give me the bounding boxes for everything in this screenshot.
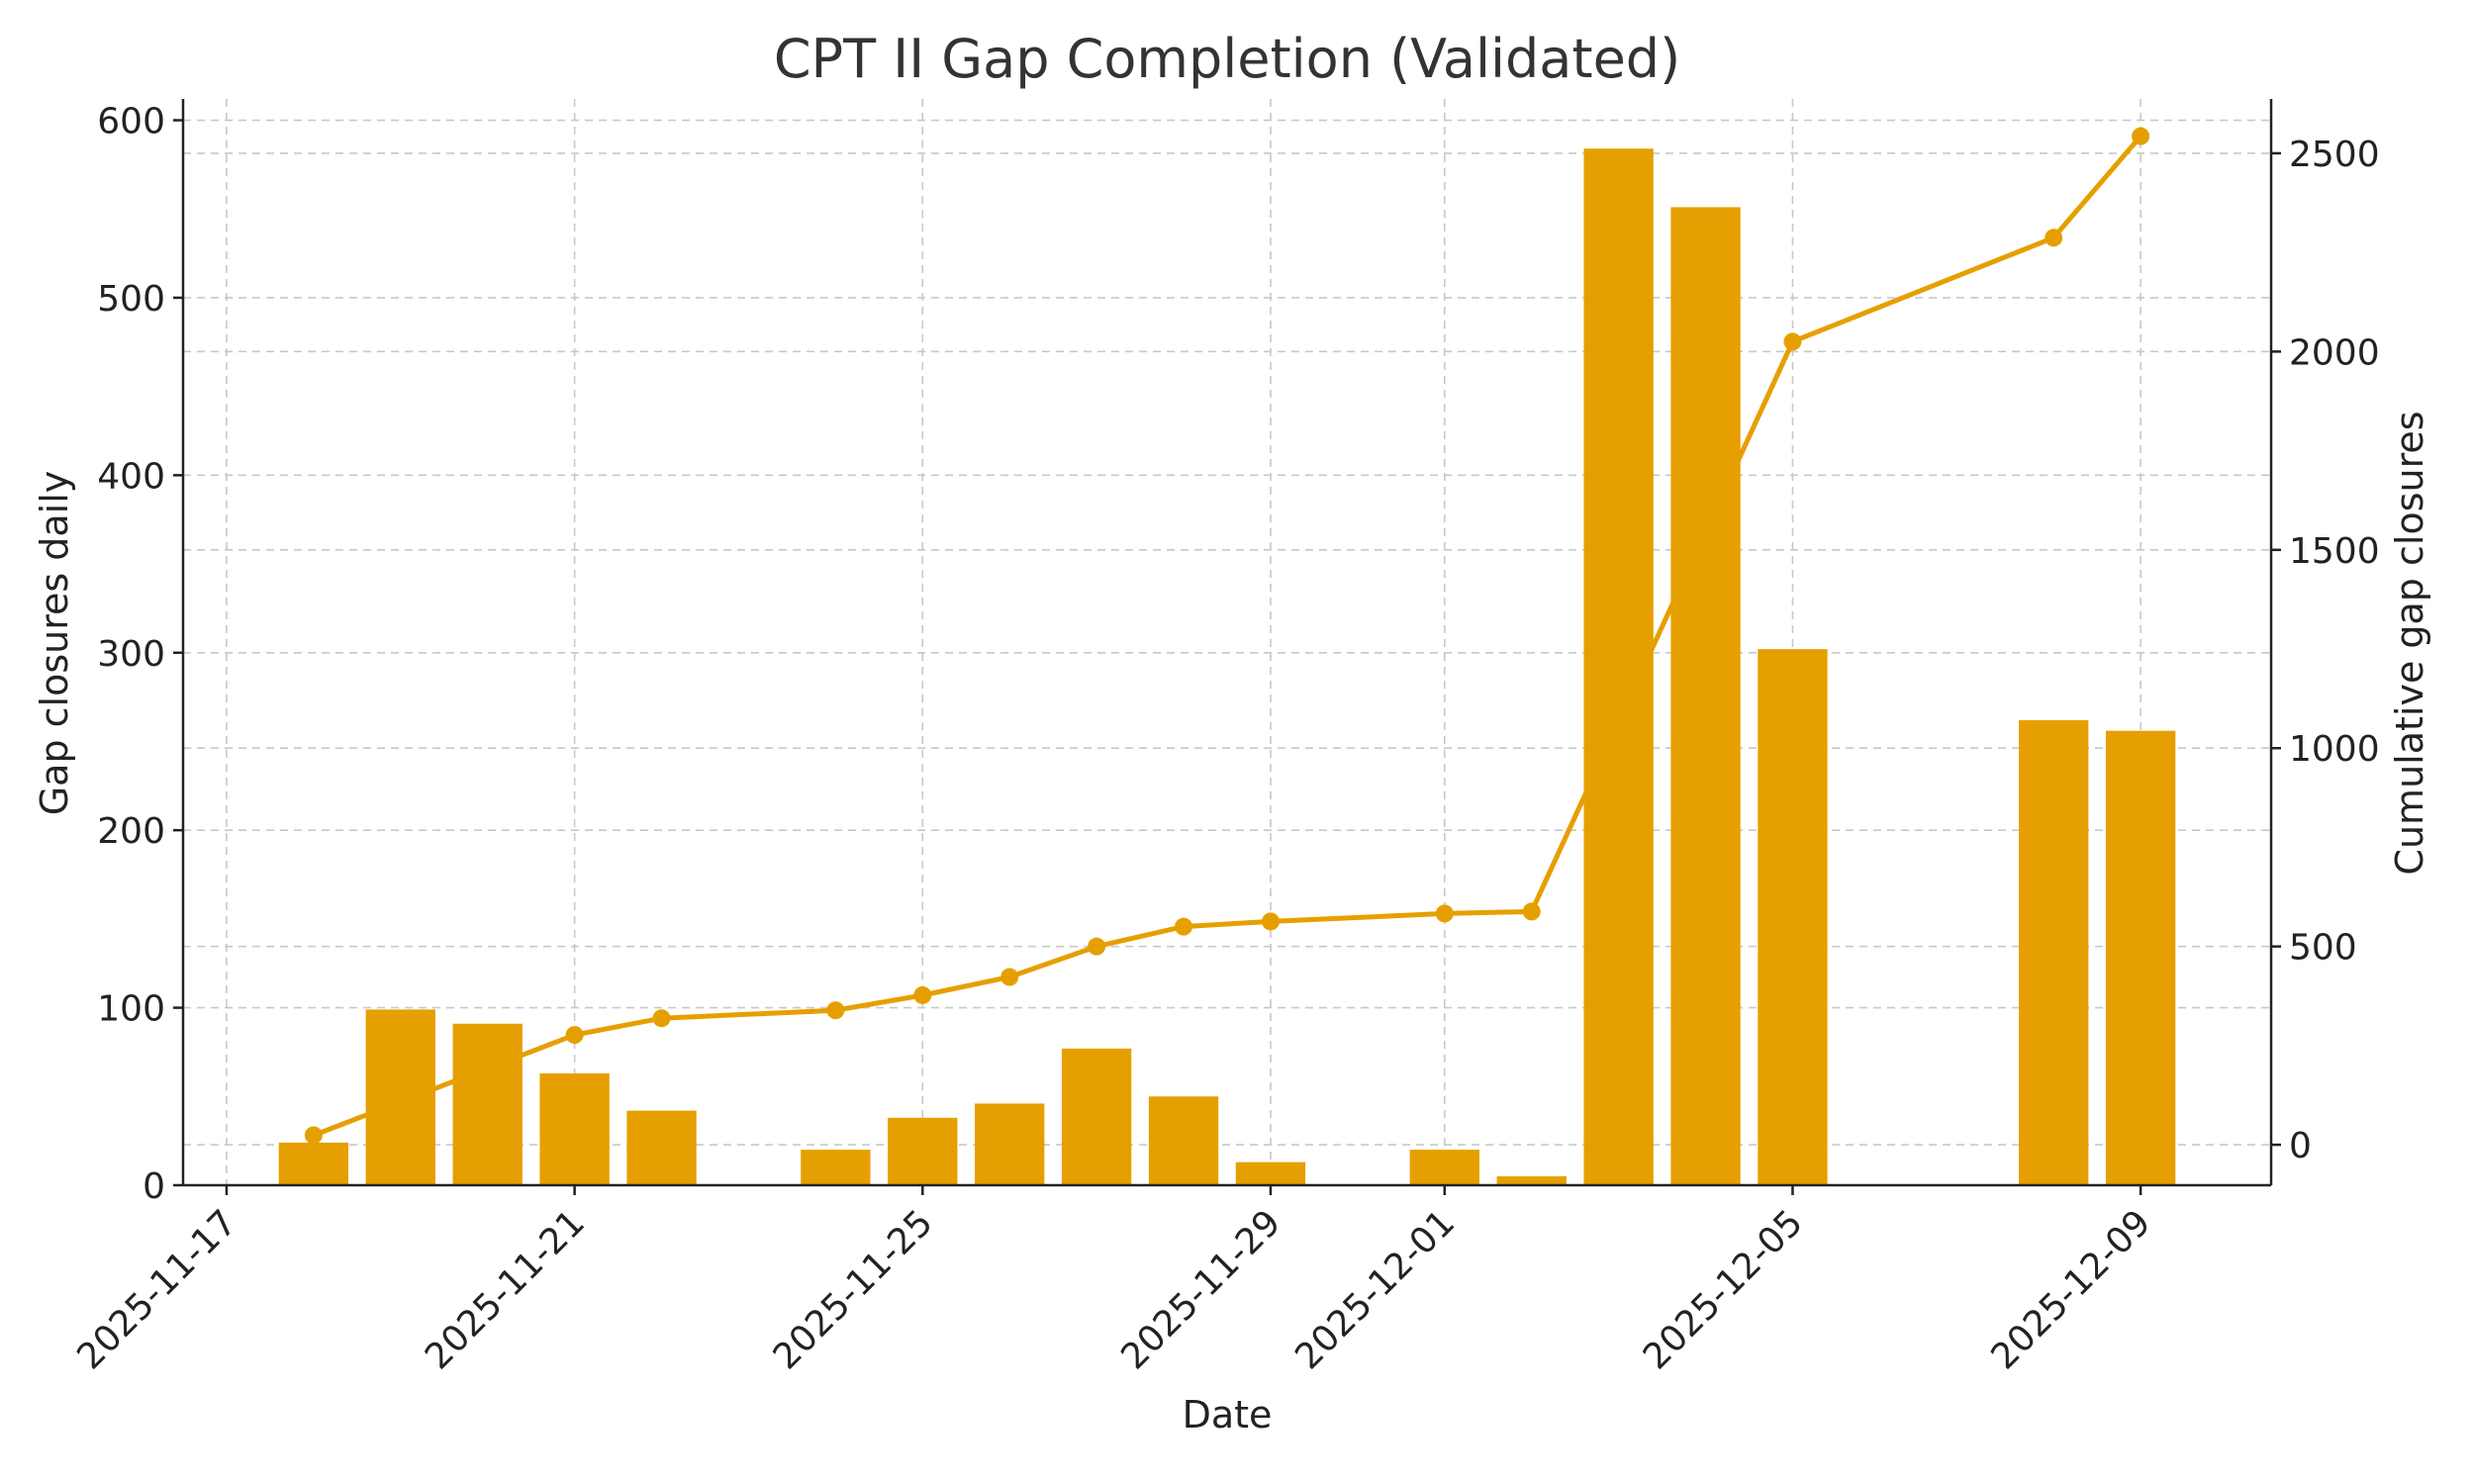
x-tick-label: 2025-12-09 (1984, 1202, 2159, 1377)
x-tick-label: 2025-11-17 (69, 1202, 244, 1377)
x-tick-label: 2025-11-21 (418, 1202, 593, 1377)
cumulative-point (1261, 912, 1280, 931)
cumulative-point (304, 1126, 323, 1145)
bar (1409, 1150, 1479, 1185)
cumulative-point (1088, 937, 1106, 956)
x-tick-label: 2025-11-25 (766, 1202, 941, 1377)
cumulative-point (1522, 902, 1541, 921)
y-tick-label: 300 (97, 634, 165, 675)
cumulative-point (1000, 968, 1019, 986)
bar (626, 1110, 697, 1185)
cumulative-point (1175, 917, 1193, 936)
bar (1496, 1176, 1567, 1185)
bar (539, 1072, 610, 1185)
bar-layer (278, 148, 2176, 1186)
y2-tick-label: 1000 (2289, 729, 2380, 770)
x-tick-label: 2025-12-05 (1636, 1202, 1811, 1377)
cumulative-point (913, 985, 932, 1004)
bar (1670, 207, 1741, 1186)
bar (801, 1150, 871, 1185)
bar (1061, 1048, 1132, 1185)
y2-tick-label: 1500 (2289, 531, 2380, 572)
cumulative-point (1435, 904, 1454, 923)
y2-tick-label: 0 (2289, 1126, 2312, 1166)
bar (365, 1009, 435, 1185)
y-axis-label: Gap closures daily (33, 471, 76, 816)
line-layer (304, 127, 2150, 1145)
cumulative-point (1783, 332, 1802, 351)
y-tick-label: 0 (143, 1166, 165, 1207)
bar (2019, 719, 2089, 1185)
bar (278, 1142, 349, 1185)
bar (1148, 1096, 1219, 1185)
y-tick-label: 600 (97, 102, 165, 142)
cumulative-point (2045, 229, 2063, 247)
cumulative-point (565, 1026, 584, 1045)
x-tick-label: 2025-12-01 (1287, 1202, 1463, 1377)
y2-tick-label: 2000 (2289, 332, 2380, 373)
bar (1758, 649, 1828, 1185)
cumulative-line (313, 135, 2142, 1138)
y2-axis-label: Cumulative gap closures (2388, 411, 2431, 875)
grid-layer (183, 99, 2271, 1186)
y-tick-label: 200 (97, 811, 165, 852)
y-tick-label: 500 (97, 279, 165, 320)
bar (975, 1103, 1045, 1185)
x-axis-label: Date (1183, 1393, 1273, 1437)
bar (2105, 730, 2176, 1185)
chart-title: CPT II Gap Completion (Validated) (774, 28, 1680, 90)
y2-tick-label: 2500 (2289, 135, 2380, 175)
cumulative-point (826, 1001, 845, 1020)
bar (888, 1117, 958, 1185)
x-tick-label: 2025-11-29 (1113, 1202, 1288, 1377)
y2-tick-label: 500 (2289, 928, 2357, 969)
cumulative-point (652, 1009, 671, 1028)
y-tick-label: 100 (97, 989, 165, 1030)
y-tick-label: 400 (97, 456, 165, 497)
bar (452, 1023, 523, 1185)
cumulative-point (2132, 127, 2150, 145)
bar (1235, 1161, 1306, 1185)
